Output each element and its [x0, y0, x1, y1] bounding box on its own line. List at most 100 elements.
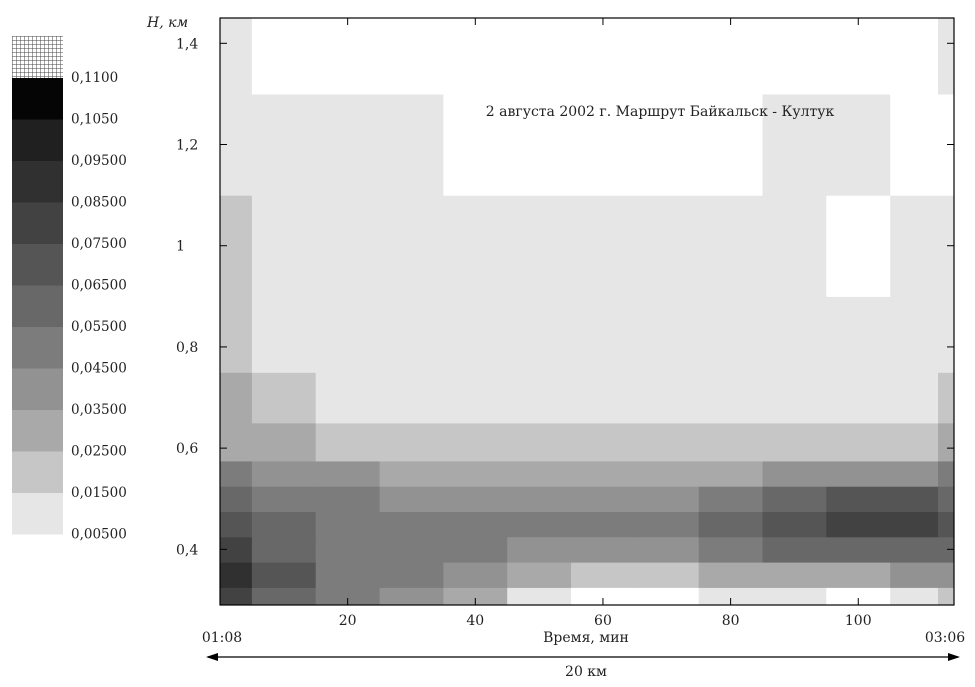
heatmap-cell: [762, 511, 827, 538]
legend-label: 0,1050: [71, 112, 118, 128]
heatmap-cell: [507, 296, 572, 373]
legend-label: 0,01500: [71, 485, 127, 501]
x-axis-label: Время, мин: [543, 630, 629, 646]
heatmap-cell: [220, 372, 253, 424]
x-axis: 20 40 60 80 100: [339, 18, 872, 629]
legend-swatch: [12, 368, 63, 411]
heatmap-cell: [220, 511, 253, 538]
heatmap-cell: [762, 93, 827, 196]
heatmap-cell: [251, 422, 317, 462]
heatmap-cell: [890, 18, 939, 95]
y-axis: 0,4 0,6 0,8 1 1,2 1,4: [176, 36, 954, 558]
y-tick-label: 1: [176, 239, 185, 255]
heatmap-cell: [698, 18, 764, 95]
heatmap-cell: [698, 511, 764, 538]
heatmap-cell: [251, 93, 317, 196]
heatmap-cell: [571, 562, 636, 588]
heatmap-cell: [571, 372, 636, 424]
heatmap-cell: [826, 536, 891, 563]
heatmap-cell: [379, 195, 444, 297]
y-tick-label: 0,6: [176, 441, 198, 457]
heatmap-cell: [698, 372, 764, 424]
heatmap-cell: [571, 587, 636, 605]
legend-swatch: [12, 119, 63, 162]
heatmap-cell: [938, 93, 954, 196]
heatmap-cell: [938, 372, 954, 424]
heatmap-cell: [379, 562, 444, 588]
heatmap-cell: [826, 486, 891, 512]
heatmap-cell: [443, 18, 508, 95]
heatmap-cell: [890, 587, 939, 605]
heatmap-cell: [890, 562, 939, 588]
heatmap-cell: [826, 587, 891, 605]
x-tick-label: 100: [845, 613, 872, 629]
heatmap-cell: [251, 536, 317, 563]
y-tick-label: 0,8: [176, 340, 198, 356]
legend-swatch: [12, 202, 63, 245]
heatmap-cell: [379, 587, 444, 605]
legend-swatch: [12, 161, 63, 203]
heatmap-cell: [443, 296, 508, 373]
heatmap-cell: [938, 460, 954, 487]
legend-label: 0,06500: [71, 278, 127, 294]
heatmap-cell: [571, 460, 636, 487]
heatmap-cell: [890, 486, 939, 512]
heatmap-cell: [634, 296, 700, 373]
legend-label: 0,08500: [71, 195, 127, 211]
legend-swatch: [12, 327, 63, 369]
heatmap-cell: [379, 511, 444, 538]
x-tick-label: 20: [339, 613, 357, 629]
heatmap-cell: [698, 536, 764, 563]
heatmap-cell: [826, 562, 891, 588]
heatmap-cell: [890, 511, 939, 538]
heatmap-cell: [762, 536, 827, 563]
heatmap-cell: [890, 296, 939, 373]
legend-swatch: [12, 244, 63, 286]
heatmap-cell: [443, 460, 508, 487]
heatmap-cell: [251, 460, 317, 487]
heatmap-cell: [634, 562, 700, 588]
heatmap-cell: [698, 296, 764, 373]
heatmap-cell: [443, 536, 508, 563]
heatmap-cell: [507, 422, 572, 462]
heatmap-cell: [698, 486, 764, 512]
heatmap-cell: [315, 296, 381, 373]
heatmap-cell: [315, 195, 381, 297]
heatmap-cell: [379, 296, 444, 373]
heatmap-cell: [571, 511, 636, 538]
heatmap-cell: [443, 93, 508, 196]
heatmap-cell: [634, 460, 700, 487]
x-start-time-label: 01:08: [202, 630, 242, 646]
heatmap-cell: [698, 562, 764, 588]
heatmap-cell: [251, 18, 317, 95]
heatmap-cell: [379, 18, 444, 95]
heatmap-cell: [571, 195, 636, 297]
heatmap-cell: [379, 460, 444, 487]
heatmap-cell: [698, 93, 764, 196]
heatmap-cell: [890, 195, 939, 297]
heatmap-cell: [251, 511, 317, 538]
heatmap-cell: [762, 422, 827, 462]
heatmap-cell: [826, 372, 891, 424]
heatmap-cell: [634, 18, 700, 95]
legend-label: 0,00500: [71, 527, 127, 543]
heatmap-cell: [507, 511, 572, 538]
distance-label: 20 км: [565, 664, 607, 680]
heatmap-cell: [634, 195, 700, 297]
plot-area: [220, 18, 954, 605]
legend-label: 0,09500: [71, 153, 127, 169]
heatmap-cell: [938, 536, 954, 563]
x-end-time-label: 03:06: [925, 630, 965, 646]
heatmap-cell: [762, 460, 827, 487]
heatmap-cell: [251, 372, 317, 424]
heatmap-cell: [938, 422, 954, 462]
heatmap-cell: [890, 372, 939, 424]
y-axis-label: H, км: [146, 15, 188, 31]
heatmap-cell: [507, 93, 572, 196]
heatmap-cell: [938, 511, 954, 538]
heatmap-cell: [379, 422, 444, 462]
legend: 0,1100 0,1050 0,09500 0,08500 0,07500 0,06500…: [12, 36, 127, 577]
y-tick-label: 0,4: [176, 542, 198, 558]
